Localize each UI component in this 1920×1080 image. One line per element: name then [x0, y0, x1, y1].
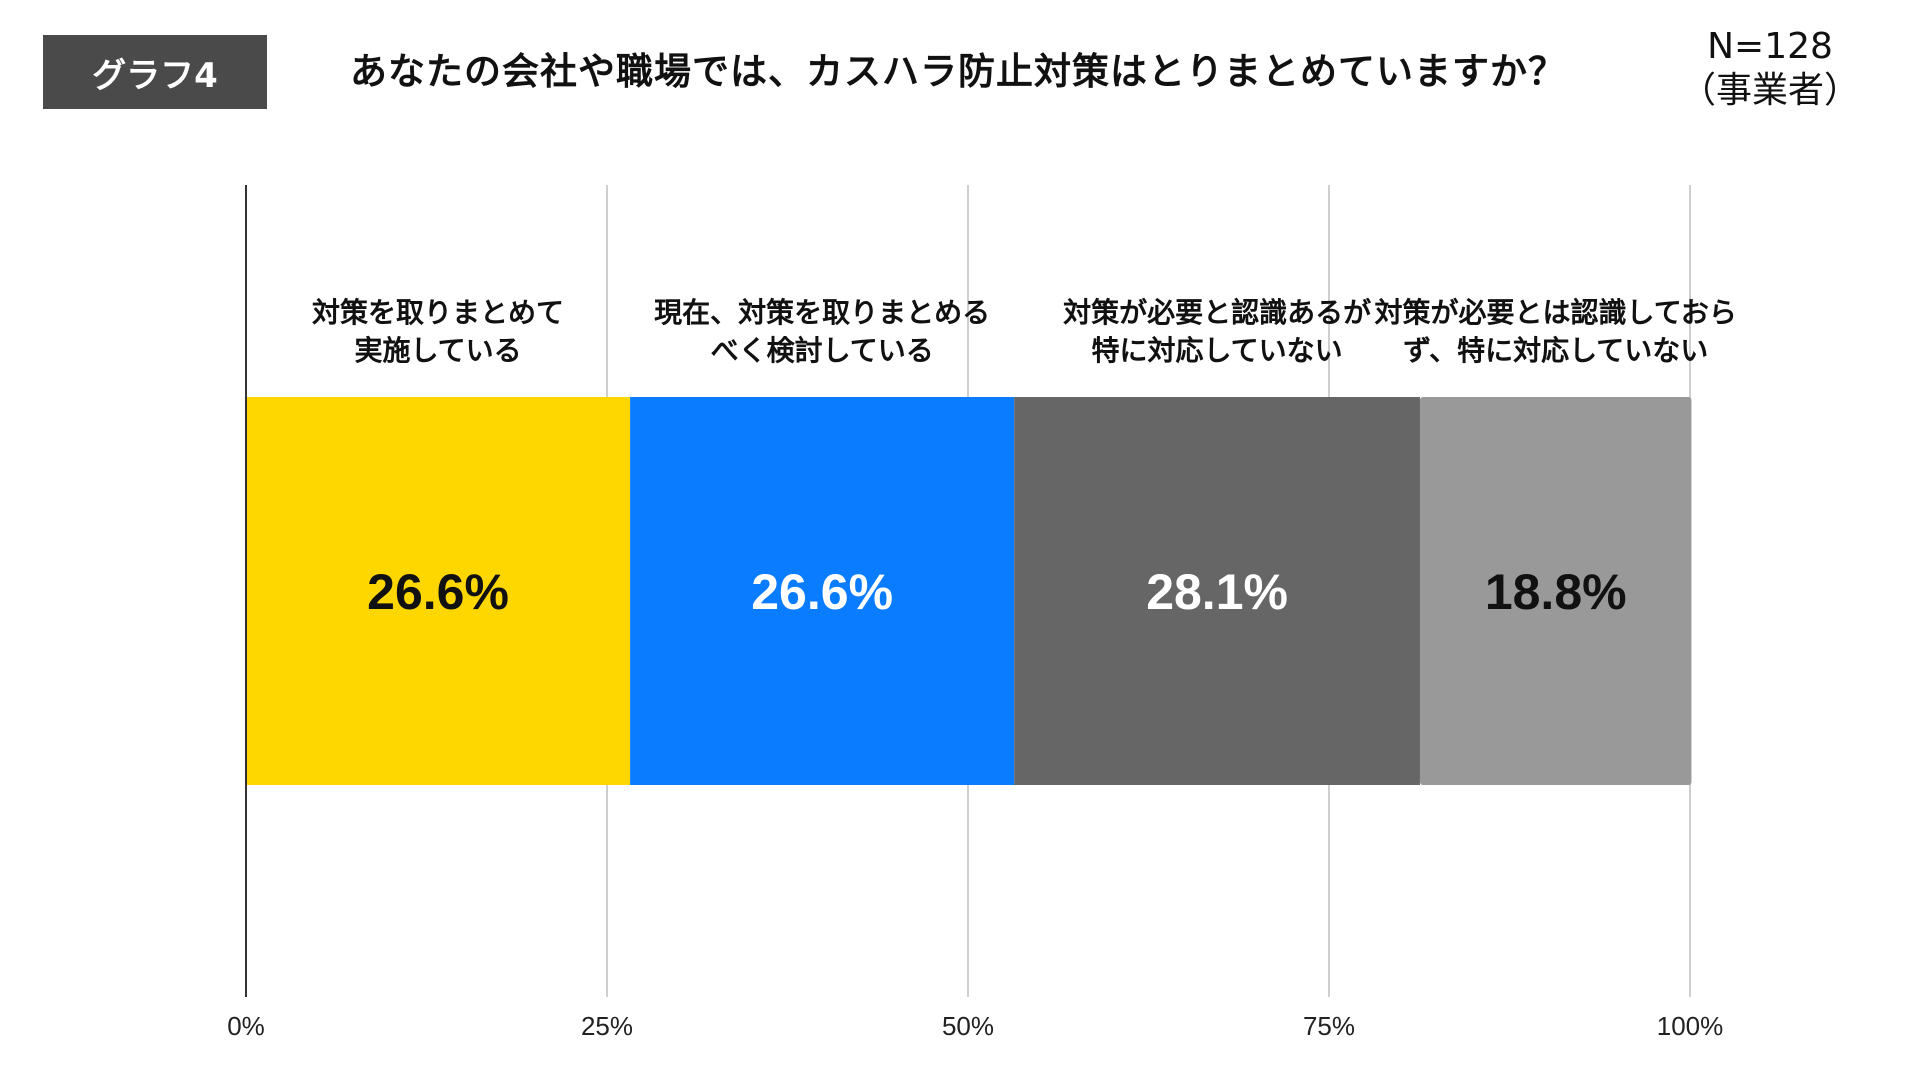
x-tick-label: 100% — [1657, 1011, 1724, 1041]
category-label-line: 特に対応していない — [1092, 334, 1343, 367]
category-label-line: 実施している — [354, 334, 521, 367]
category-label: 対策を取りまとめて実施している — [312, 296, 564, 367]
x-tick-label: 0% — [227, 1011, 265, 1041]
sample-size-n: N=128 — [1707, 26, 1833, 67]
data-label: 18.8% — [1485, 564, 1627, 620]
x-tick-label: 75% — [1303, 1011, 1355, 1041]
bar-segment — [630, 397, 1015, 785]
data-label: 28.1% — [1146, 564, 1288, 620]
graph-number-text: グラフ4 — [92, 55, 218, 96]
data-label: 26.6% — [367, 564, 509, 620]
x-tick-label: 25% — [581, 1011, 633, 1041]
bar-segment — [1014, 397, 1420, 785]
category-label: 対策が必要とは認識しておらず、特に対応していない — [1375, 296, 1737, 367]
data-label: 26.6% — [751, 564, 893, 620]
category-label-line: ず、特に対応していない — [1403, 334, 1708, 367]
graph-number-badge: グラフ4 — [43, 35, 267, 109]
bar-segment — [1419, 397, 1692, 785]
x-tick-label: 50% — [942, 1011, 994, 1041]
chart-title: あなたの会社や職場では、カスハラ防止対策はとりまとめていますか？ — [350, 50, 1566, 93]
category-label-line: 対策を取りまとめて — [312, 296, 564, 329]
category-label-line: べく検討している — [711, 334, 934, 367]
bar-segment — [246, 397, 631, 785]
category-label-line: 対策が必要と認識あるが — [1063, 296, 1371, 329]
category-label: 対策が必要と認識あるが特に対応していない — [1063, 296, 1371, 367]
sample-size-label: N=128 （事業者） — [1660, 25, 1880, 113]
category-label: 現在、対策を取りまとめるべく検討している — [654, 296, 990, 367]
category-label-line: 対策が必要とは認識しておら — [1375, 296, 1737, 329]
sample-group: （事業者） — [1679, 70, 1860, 111]
category-label-line: 現在、対策を取りまとめる — [654, 296, 990, 329]
